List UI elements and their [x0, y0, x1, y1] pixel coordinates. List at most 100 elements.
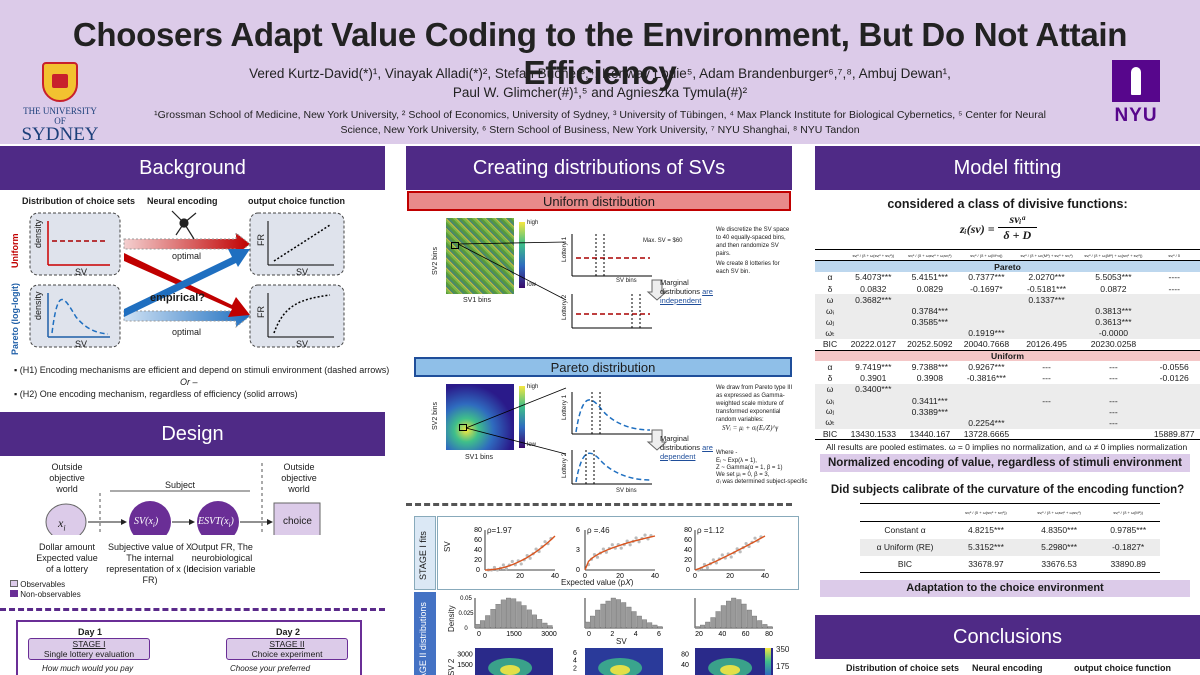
row-parameter: ωⱼ — [815, 406, 845, 418]
table-header-row: svᵢᵅ / (δ + ω(svᵢᵅ + svⱼᵅ)) svᵢᵅ / (δ + … — [815, 249, 1200, 261]
uniform-independent: are independent — [660, 287, 713, 305]
histogram-bar — [516, 601, 522, 629]
table-cell: --- — [1014, 394, 1079, 407]
or-label: Or – — [180, 377, 198, 387]
data-point — [729, 555, 733, 559]
stage2-side — [414, 592, 436, 675]
table-cell: 0.3613*** — [1078, 316, 1149, 328]
x-tick-label: 40 — [761, 573, 769, 580]
table-row: BIC 20222.0127 20252.5092 20040.7668 20126.4… — [815, 339, 1200, 351]
col-header-3: svᵢᵅ / (δ + ω(M^α)) — [970, 252, 1003, 258]
density-label-2: density — [33, 291, 43, 320]
uniform-colorbar — [519, 222, 525, 288]
stage1-title: STAGE I — [72, 639, 106, 649]
table-row: ωₜ 0.1919*** -0.0000 — [815, 327, 1200, 339]
x-tick-label: 3000 — [541, 631, 557, 638]
pareto-high: high — [527, 384, 539, 390]
sv-label-1: SV — [75, 267, 88, 277]
histogram-bar — [715, 611, 721, 629]
heat-y-tick: 80 — [681, 651, 689, 658]
pareto-uniform-table-wrap: svᵢᵅ / (δ + ω(svᵢᵅ + svⱼᵅ)) svᵢᵅ / (δ + … — [815, 249, 1200, 440]
design-heading: Design — [0, 412, 385, 456]
x-tick-label: 20 — [616, 573, 624, 580]
table-cell: 4.8215*** — [967, 525, 1004, 536]
uniform-lottery1: Lottery 1 — [561, 236, 568, 262]
histogram-bar — [700, 624, 705, 629]
stage1-frame — [437, 516, 799, 590]
table-cell: 0.1337*** — [1014, 294, 1079, 306]
table-cell — [1015, 429, 1079, 440]
where-label: Where - — [716, 450, 738, 456]
stage1-question: How much would you pay — [42, 664, 134, 673]
row-parameter: α — [827, 361, 833, 372]
data-point — [492, 565, 497, 570]
conc-col2: Neural encoding — [972, 663, 1043, 673]
heat-y-tick: 2 — [573, 665, 577, 672]
rho-2: ρ =.46 — [587, 526, 610, 535]
table-cell — [958, 406, 1015, 418]
sydney-logo-big: SYDNEY — [21, 124, 99, 145]
calibration-question: Did subjects calibrate of the curvature … — [830, 484, 1185, 496]
day1-label: Day 1 — [78, 627, 103, 637]
data-point — [637, 540, 641, 544]
x-tick-label: 0 — [693, 573, 697, 580]
bg-col2-label: Neural encoding — [147, 196, 218, 206]
heat-y-tick: 40 — [681, 662, 689, 669]
histogram-bar — [762, 624, 768, 629]
table-cell: 5.4073*** — [855, 272, 892, 283]
cbar-175: 175 — [776, 662, 790, 671]
table-cell — [845, 417, 902, 429]
poster-header: Choosers Adapt Value Coding to the Envir… — [0, 0, 1200, 144]
uniform-lottery2: Lottery 2 — [561, 294, 568, 320]
table-cell: -0.1697* — [970, 283, 1003, 294]
legend-observables: Observables — [10, 580, 65, 589]
sydney-logo-small: THE UNIVERSITY OF — [23, 106, 97, 126]
conc-col1: Distribution of choice sets — [846, 663, 960, 673]
legend-nonobservables-text: Non-observables — [20, 590, 81, 599]
table-cell: 5.4151*** — [911, 272, 948, 283]
model-heading: Model fitting — [815, 146, 1200, 190]
histogram-bar — [506, 597, 511, 629]
table-row: ωᵢ 0.3411*** --- --- — [815, 394, 1200, 407]
histogram-bar — [720, 605, 726, 629]
data-point — [625, 539, 629, 543]
sv-label-3: SV — [296, 267, 309, 277]
hypothesis-1-text: (H1) Encoding mechanisms are efficient a… — [19, 365, 390, 375]
distributions-divider — [406, 503, 792, 506]
stage2-label: STAGE II distributions — [418, 602, 428, 675]
histogram-bar — [584, 621, 590, 629]
table-cell — [1148, 327, 1200, 339]
distributions-heading: Creating distributions of SVs — [406, 146, 792, 190]
data-point — [595, 555, 600, 559]
table-cell: 0.3682*** — [845, 294, 902, 306]
table-row: BIC 13430.1533 13440.167 13728.6665 15889.87… — [815, 429, 1200, 440]
x-tick-label: 40 — [651, 573, 659, 580]
row-parameter: ω — [815, 383, 845, 395]
stage2-question: Choose your preferred — [230, 664, 311, 673]
sydney-logo: THE UNIVERSITY OF SYDNEY — [18, 62, 102, 144]
hist-density-axis: Density — [447, 605, 456, 632]
table-row: ωⱼ 0.3389*** --- — [815, 406, 1200, 418]
node-x-sub: i — [63, 523, 66, 533]
subject-label: Subject — [165, 480, 196, 490]
table-cell: --- — [1078, 394, 1149, 407]
uniform-selected-bin — [451, 242, 459, 249]
table-cell: 0.3784*** — [901, 305, 959, 317]
y-tick-label: 80 — [474, 527, 482, 534]
histogram-bar — [636, 615, 642, 629]
histogram-bar — [610, 597, 616, 629]
table-cell: 13440.167 — [909, 428, 951, 439]
row-uniform-label: Uniform — [10, 233, 20, 269]
y-tick-label: 0.05 — [460, 596, 472, 602]
y-tick-label: 80 — [684, 527, 692, 534]
pareto-marginal-text: Marginal distributions — [660, 434, 701, 452]
sv-label-2: SV — [75, 339, 88, 349]
histogram-bar — [647, 622, 653, 629]
table-cell: 0.3908 — [916, 373, 943, 384]
row-parameter: ωₜ — [815, 417, 845, 429]
heatmap-core — [500, 665, 521, 675]
uniform-description: We discretize the SV space to 40 equally… — [716, 227, 790, 257]
table-row: ωₜ 0.2254*** --- — [815, 417, 1200, 429]
cbar-350: 350 — [776, 645, 790, 654]
